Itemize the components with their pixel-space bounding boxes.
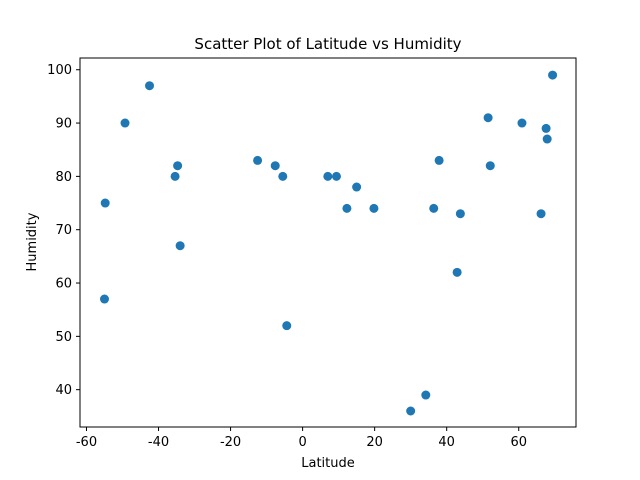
data-point <box>542 134 552 144</box>
x-axis-label: Latitude <box>301 456 355 471</box>
data-point <box>352 182 362 192</box>
data-point <box>175 241 185 251</box>
data-point <box>99 294 109 304</box>
y-tick-label: 80 <box>55 170 72 185</box>
data-point <box>173 161 183 171</box>
x-tick-label: -60 <box>76 435 97 450</box>
data-point <box>100 198 110 208</box>
x-tick-label: 0 <box>298 435 306 450</box>
data-point <box>536 209 546 219</box>
y-tick-label: 90 <box>55 117 72 132</box>
data-point <box>452 267 462 277</box>
data-point <box>369 203 379 213</box>
y-tick-label: 100 <box>47 63 72 78</box>
y-axis-label: Humidity <box>25 212 40 271</box>
y-tick-label: 60 <box>55 277 72 292</box>
y-tick-label: 50 <box>55 330 72 345</box>
x-tick-label: 60 <box>510 435 527 450</box>
data-point <box>120 118 130 128</box>
x-tick-label: -20 <box>220 435 241 450</box>
plot-area-frame <box>79 57 577 428</box>
data-point <box>253 155 263 165</box>
data-point <box>282 321 292 331</box>
chart-title: Scatter Plot of Latitude vs Humidity <box>194 35 461 53</box>
data-points <box>99 70 558 416</box>
y-tick-label: 70 <box>55 223 72 238</box>
data-point <box>323 171 333 181</box>
x-tick-label: 20 <box>366 435 383 450</box>
data-point <box>434 155 444 165</box>
x-axis: -60 -40 -20 0 20 40 60 <box>76 427 527 450</box>
data-point <box>331 171 341 181</box>
data-point <box>548 70 558 80</box>
data-point <box>145 81 155 91</box>
data-point <box>485 161 495 171</box>
data-point <box>342 203 352 213</box>
data-point <box>270 161 280 171</box>
data-point <box>483 113 493 123</box>
data-point <box>170 171 180 181</box>
data-point <box>517 118 527 128</box>
y-axis: 40 50 60 70 80 90 100 <box>47 63 80 398</box>
data-point <box>455 209 465 219</box>
x-tick-label: 40 <box>438 435 455 450</box>
data-point <box>421 390 431 400</box>
x-tick-label: -40 <box>148 435 169 450</box>
data-point <box>541 123 551 133</box>
data-point <box>406 406 416 416</box>
y-tick-label: 40 <box>55 383 72 398</box>
data-point <box>278 171 288 181</box>
data-point <box>429 203 439 213</box>
